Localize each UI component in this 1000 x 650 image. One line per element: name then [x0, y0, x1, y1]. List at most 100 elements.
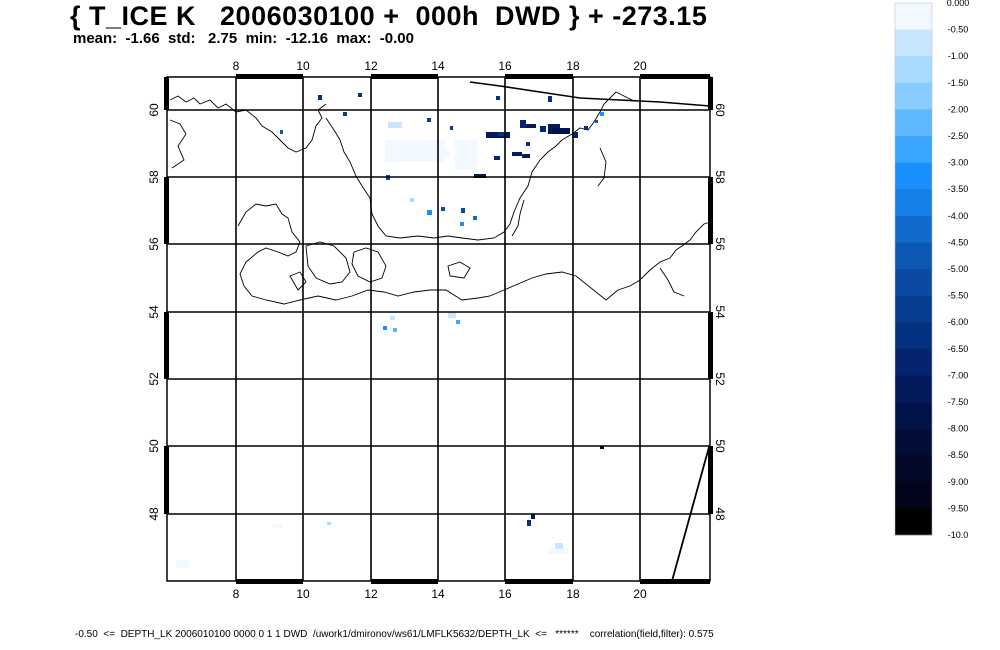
lat-tick-label: 58	[147, 170, 161, 184]
lon-tick-label: 18	[566, 59, 580, 73]
ice-pixel	[548, 96, 552, 102]
colorbar-swatch	[895, 402, 932, 429]
lat-tick-label: 54	[147, 305, 161, 319]
colorbar-label: -1.50	[948, 78, 969, 88]
ice-pixel	[390, 316, 395, 320]
ice-pixel	[358, 93, 362, 97]
lon-tick-label: 10	[296, 587, 310, 601]
lat-tick-label: 50	[147, 439, 161, 453]
ice-pixel	[280, 130, 283, 134]
colorbar-swatch	[895, 295, 932, 323]
projection-edge-line	[671, 446, 710, 582]
ice-pixel	[448, 312, 456, 318]
frame-bar	[371, 74, 438, 79]
frame-bar	[236, 579, 303, 584]
footer-caption: -0.50 <= DEPTH_LK 2006010100 0000 0 1 1 …	[75, 629, 714, 640]
colorbar-swatch	[895, 136, 932, 163]
ice-pixel	[473, 216, 477, 220]
ice-pixel	[522, 154, 530, 158]
frame-bar	[708, 77, 713, 110]
colorbar-label: -4.00	[948, 211, 969, 221]
ice-pixel	[600, 446, 604, 449]
colorbar-swatch	[895, 508, 932, 536]
colorbar-swatch	[895, 428, 932, 456]
frame-bar	[164, 312, 169, 379]
colorbar-label: -1.00	[948, 51, 969, 61]
frame-bar	[640, 74, 710, 79]
map-title: { T_ICE K 2006030100 + 000h DWD } + -273…	[70, 1, 708, 31]
frame-bar	[505, 74, 573, 79]
colorbar-border	[894, 2, 933, 536]
frame-bar	[371, 579, 438, 584]
colorbar-label: -0.50	[948, 25, 969, 35]
ice-pixel	[272, 524, 282, 528]
ice-pixel	[498, 132, 506, 136]
lon-tick-label: 20	[633, 59, 647, 73]
lat-tick-label: 48	[147, 507, 161, 521]
frame-bar	[164, 177, 169, 244]
lon-tick-label: 8	[233, 587, 240, 601]
frame-bar	[708, 312, 713, 379]
ice-pixel	[393, 328, 397, 332]
ice-pixel	[460, 222, 464, 226]
lon-tick-label: 14	[431, 59, 445, 73]
field-statistics: mean: -1.66 std: 2.75 min: -12.16 max: -…	[73, 30, 414, 47]
colorbar-swatch	[895, 322, 932, 350]
lon-tick-labels-top: 8 10 12 14 16 18 20	[233, 59, 647, 73]
ice-pixel	[427, 210, 432, 215]
ice-pixel	[600, 112, 604, 116]
ice-pixel	[552, 128, 570, 134]
lon-tick-labels-bottom: 8 10 12 14 16 18 20	[233, 587, 647, 601]
colorbar-swatch	[895, 269, 932, 296]
lat-tick-label: 52	[147, 372, 161, 386]
ice-pixel	[555, 543, 563, 549]
colorbar-swatch	[895, 189, 932, 217]
colorbar-label: -2.50	[948, 131, 969, 141]
lat-tick-label: 60	[713, 103, 727, 117]
lat-tick-labels-right: 60 58 56 54 52 50 48	[713, 103, 727, 521]
frame-bar	[164, 446, 169, 514]
lon-tick-label: 20	[633, 587, 647, 601]
colorbar-swatch	[895, 348, 932, 376]
colorbar-label: -3.50	[948, 184, 969, 194]
frame-bar	[640, 579, 710, 584]
colorbar-swatch	[895, 56, 932, 84]
colorbar-label: -7.50	[948, 397, 969, 407]
colorbar-label: -6.50	[948, 344, 969, 354]
colorbar-swatch	[895, 215, 932, 243]
colorbar-label: -6.00	[948, 317, 969, 327]
colorbar-label: -9.00	[948, 477, 969, 487]
frame-bar	[708, 177, 713, 244]
colorbar-swatch	[895, 481, 932, 509]
colorbar-label: -9.50	[948, 503, 969, 513]
frame-tick-bars	[164, 74, 713, 584]
colorbar-label: -5.50	[948, 291, 969, 301]
lon-tick-label: 14	[431, 587, 445, 601]
colorbar-label: -4.50	[948, 237, 969, 247]
lon-tick-label: 18	[566, 587, 580, 601]
lat-tick-label: 50	[713, 439, 727, 453]
ice-pixel	[494, 156, 500, 160]
frame-bar	[708, 446, 713, 514]
ice-pixel	[531, 514, 535, 519]
ice-pixel	[456, 320, 460, 324]
lat-tick-labels-left: 60 58 56 54 52 50 48	[147, 103, 161, 521]
colorbar-label: -2.00	[948, 104, 969, 114]
ice-pixel	[526, 142, 530, 146]
colorbar-swatch	[895, 3, 932, 30]
colorbar-swatch	[895, 82, 932, 110]
colorbar-swatch	[895, 242, 932, 270]
ice-pixel	[441, 207, 445, 211]
lon-tick-label: 12	[364, 587, 378, 601]
coastline	[169, 81, 711, 305]
lat-tick-label: 58	[713, 170, 727, 184]
lat-tick-label: 56	[713, 237, 727, 251]
lon-tick-label: 8	[233, 59, 240, 73]
ice-pixel	[383, 326, 387, 330]
ice-pixel	[512, 152, 522, 156]
frame-bar	[505, 579, 573, 584]
lat-tick-label: 60	[147, 103, 161, 117]
ice-pixel	[540, 126, 546, 132]
ice-pixel	[526, 124, 536, 128]
